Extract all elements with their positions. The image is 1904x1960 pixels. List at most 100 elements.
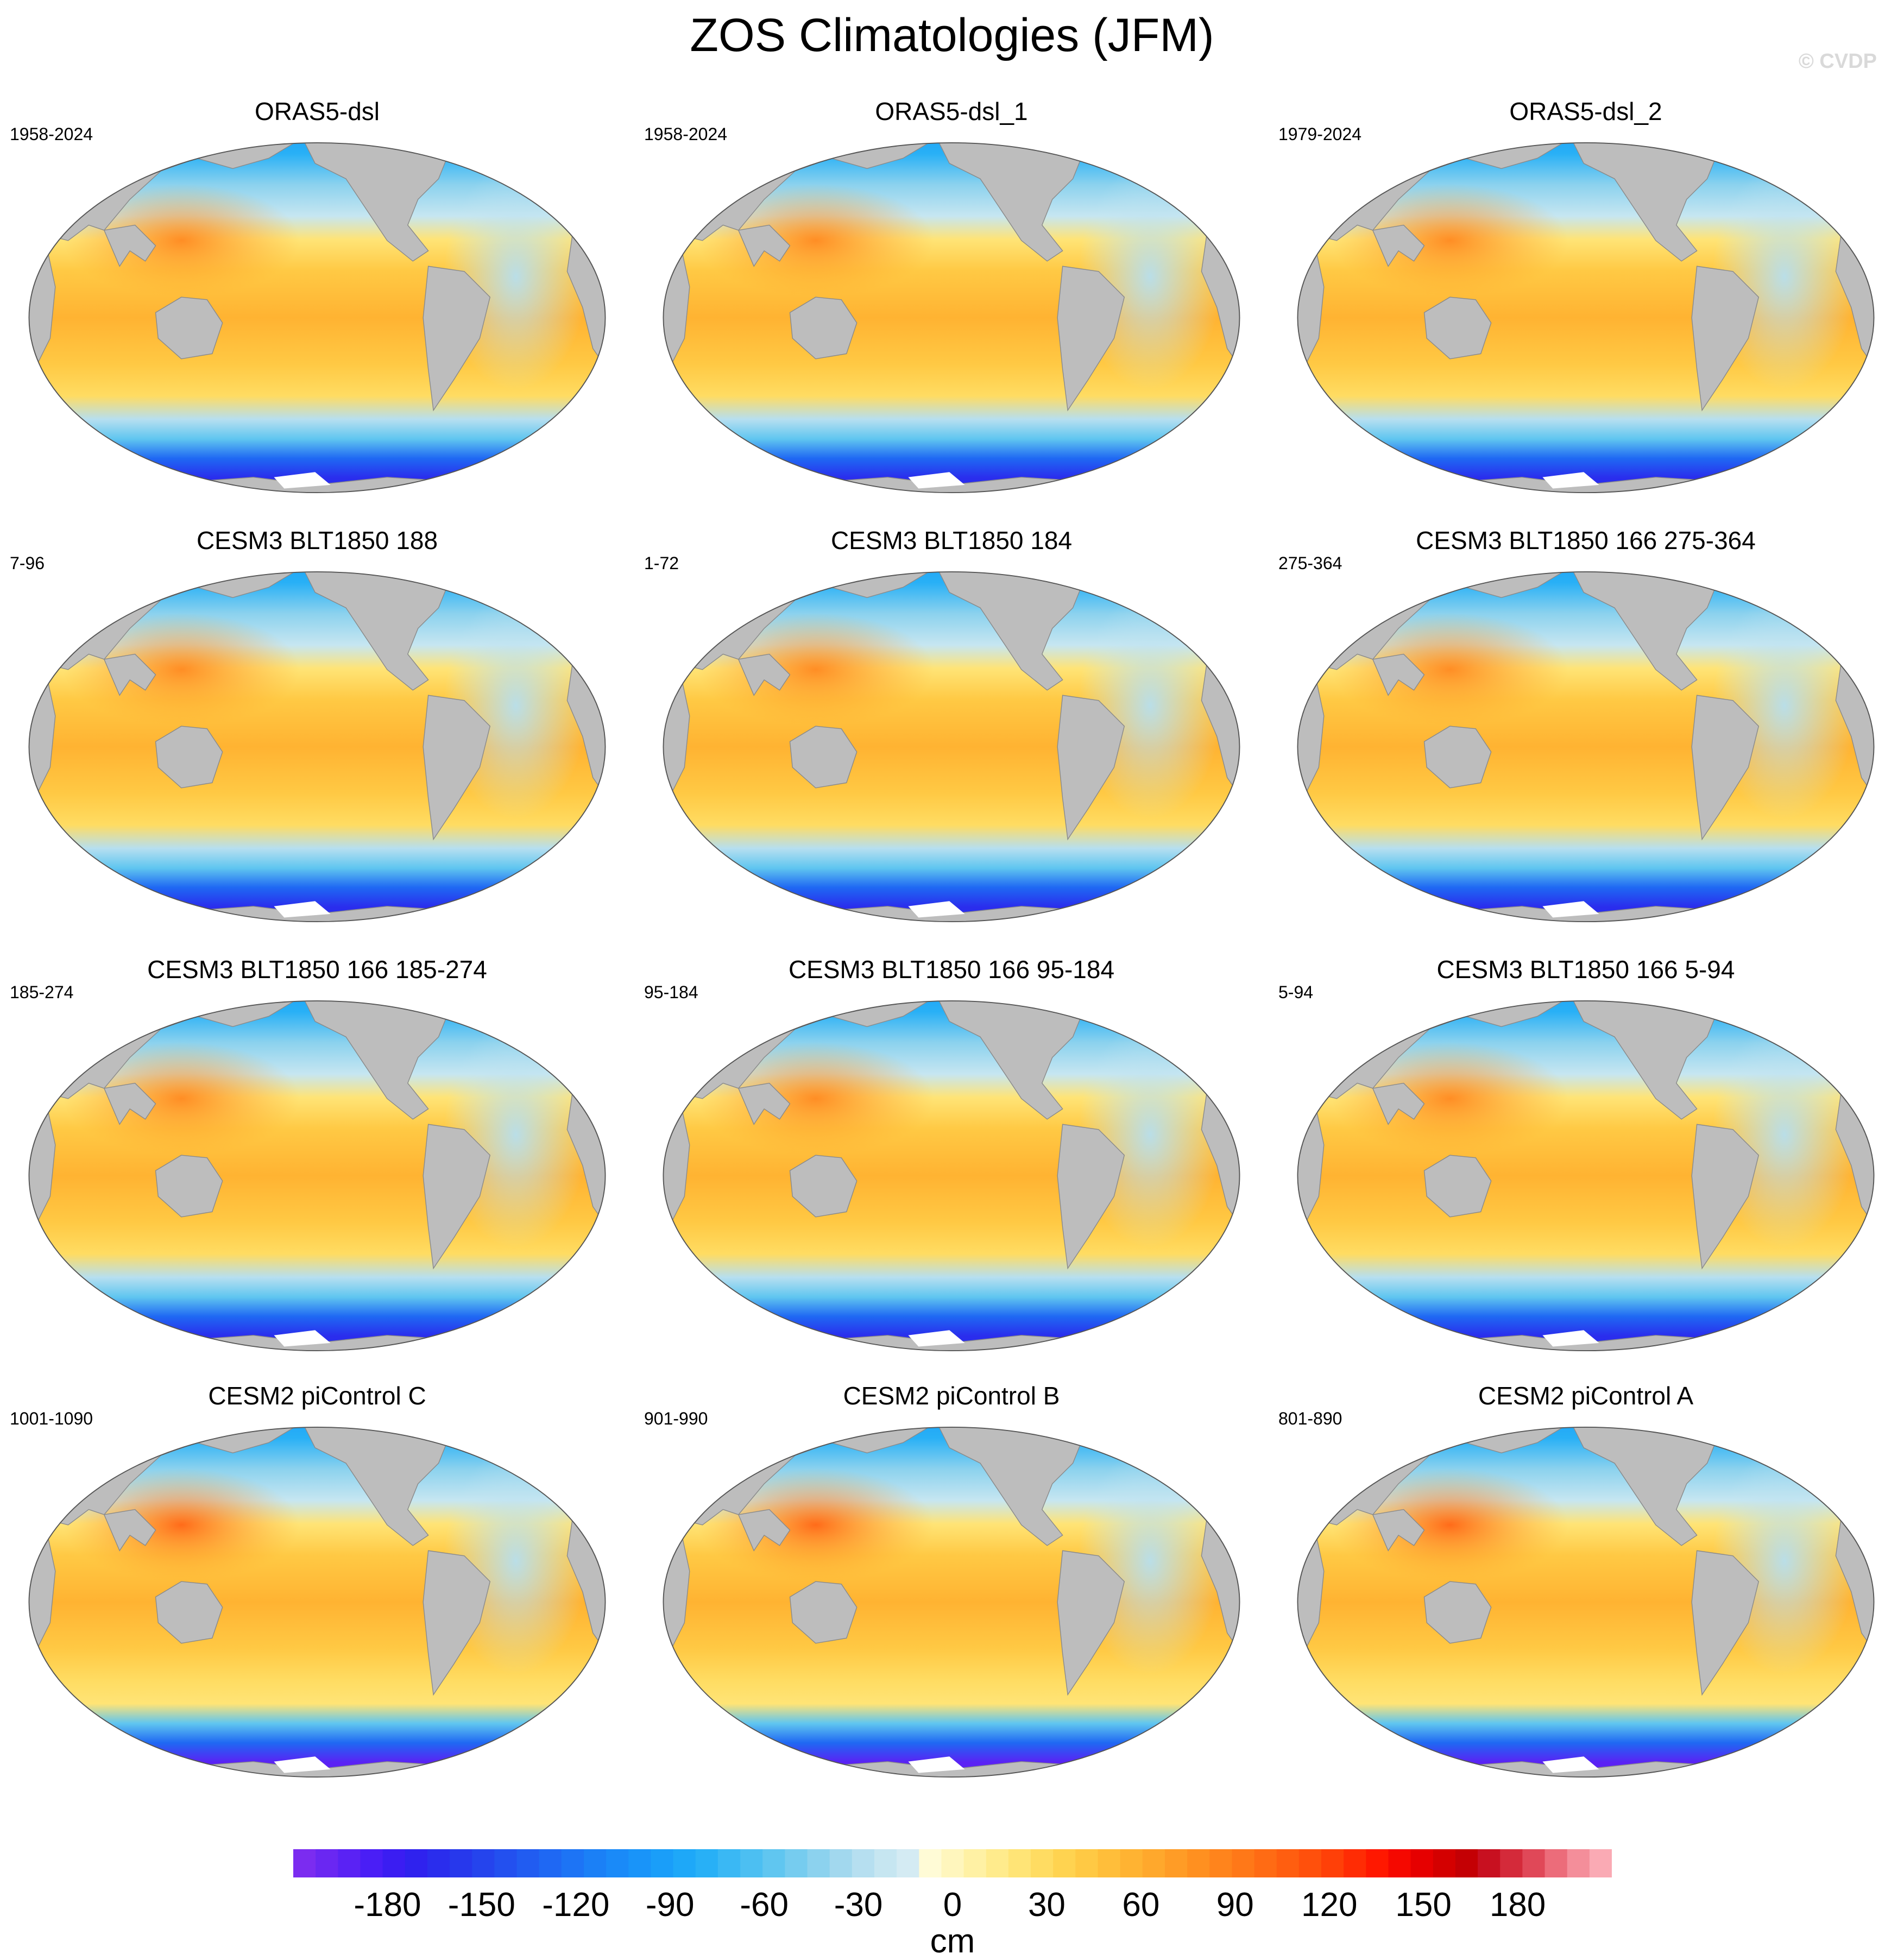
- colorbar-swatch: [897, 1849, 919, 1877]
- world-map: [28, 1000, 606, 1352]
- colorbar-swatch: [606, 1849, 629, 1877]
- colorbar-swatch: [807, 1849, 830, 1877]
- colorbar-legend: -180 -150 -120 -90 -60 -30 0 30 60 90 120 150 180 cm: [293, 1849, 1612, 1958]
- map-panel: ORAS5-dsl_1 1958-2024: [634, 95, 1269, 519]
- colorbar-swatch: [1187, 1849, 1210, 1877]
- colorbar-swatch: [1254, 1849, 1277, 1877]
- colorbar-swatch: [1567, 1849, 1590, 1877]
- colorbar-units-label: cm: [930, 1923, 975, 1960]
- colorbar-swatch: [494, 1849, 518, 1877]
- colorbar-swatch: [472, 1849, 495, 1877]
- map-panel: ORAS5-dsl_2 1979-2024: [1269, 95, 1903, 519]
- colorbar: [293, 1849, 1612, 1877]
- colorbar-swatch: [316, 1849, 338, 1877]
- colorbar-tick-label: -90: [645, 1886, 695, 1924]
- colorbar-swatch: [986, 1849, 1009, 1877]
- colorbar-tick-label: 30: [1027, 1886, 1066, 1924]
- panel-year-range: 95-184: [644, 982, 698, 1002]
- colorbar-swatch: [628, 1849, 652, 1877]
- colorbar-tick-label: -120: [542, 1886, 610, 1924]
- colorbar-swatch: [561, 1849, 584, 1877]
- colorbar-swatch: [1544, 1849, 1568, 1877]
- colorbar-swatch: [852, 1849, 875, 1877]
- colorbar-swatch: [360, 1849, 383, 1877]
- panel-title: CESM3 BLT1850 188: [196, 526, 438, 554]
- colorbar-swatch: [1388, 1849, 1411, 1877]
- panel-year-range: 1958-2024: [10, 124, 93, 144]
- map-panel: ORAS5-dsl 1958-2024: [0, 95, 634, 519]
- panel-year-range: 275-364: [1278, 553, 1342, 573]
- panel-year-range: 185-274: [10, 982, 74, 1002]
- colorbar-swatch: [651, 1849, 674, 1877]
- map-panel: CESM3 BLT1850 188 7-96: [0, 524, 634, 948]
- colorbar-tick-label: 0: [943, 1886, 962, 1924]
- panel-title: CESM2 piControl C: [208, 1382, 426, 1410]
- colorbar-swatch: [1142, 1849, 1165, 1877]
- world-map: [663, 1426, 1240, 1778]
- colorbar-swatch: [941, 1849, 964, 1877]
- map-panel: CESM3 BLT1850 166 5-94 5-94: [1269, 953, 1903, 1377]
- colorbar-tick-label: -60: [740, 1886, 789, 1924]
- panel-year-range: 1979-2024: [1278, 124, 1362, 144]
- colorbar-swatch: [1098, 1849, 1121, 1877]
- map-panel: CESM3 BLT1850 184 1-72: [634, 524, 1269, 948]
- colorbar-swatch: [1321, 1849, 1344, 1877]
- world-map: [28, 571, 606, 923]
- colorbar-swatch: [1522, 1849, 1546, 1877]
- colorbar-swatch: [405, 1849, 428, 1877]
- panel-title: CESM2 piControl B: [843, 1382, 1060, 1410]
- colorbar-swatch: [1410, 1849, 1434, 1877]
- colorbar-tick-label: 180: [1489, 1886, 1546, 1924]
- panel-title: CESM3 BLT1850 166 5-94: [1436, 955, 1735, 984]
- world-map: [28, 1426, 606, 1778]
- map-panel: CESM2 piControl B 901-990: [634, 1379, 1269, 1803]
- colorbar-swatch: [583, 1849, 607, 1877]
- panel-year-range: 5-94: [1278, 982, 1314, 1002]
- colorbar-swatch: [1031, 1849, 1054, 1877]
- colorbar-swatch: [717, 1849, 741, 1877]
- colorbar-tick-label: -180: [354, 1886, 421, 1924]
- panel-title: CESM3 BLT1850 184: [830, 526, 1073, 554]
- world-map: [1297, 142, 1875, 494]
- panel-title: ORAS5-dsl_1: [875, 97, 1028, 125]
- colorbar-swatch: [539, 1849, 562, 1877]
- map-panel: CESM3 BLT1850 166 95-184 95-184: [634, 953, 1269, 1377]
- colorbar-swatch: [740, 1849, 763, 1877]
- colorbar-swatch: [1008, 1849, 1031, 1877]
- world-map: [663, 571, 1240, 923]
- colorbar-tick-label: 120: [1301, 1886, 1358, 1924]
- colorbar-tick-label: 150: [1395, 1886, 1452, 1924]
- colorbar-swatch: [695, 1849, 718, 1877]
- colorbar-swatch: [673, 1849, 696, 1877]
- colorbar-swatch: [1120, 1849, 1143, 1877]
- map-panel: CESM2 piControl A 801-890: [1269, 1379, 1903, 1803]
- colorbar-swatch: [427, 1849, 450, 1877]
- cvdp-watermark: © CVDP: [1798, 50, 1877, 73]
- world-map: [1297, 571, 1875, 923]
- colorbar-swatch: [762, 1849, 785, 1877]
- colorbar-swatch: [1455, 1849, 1478, 1877]
- colorbar-swatch: [1209, 1849, 1232, 1877]
- colorbar-swatch: [293, 1849, 316, 1877]
- colorbar-tick-label: 90: [1216, 1886, 1254, 1924]
- world-map: [663, 1000, 1240, 1352]
- panel-title: CESM2 piControl A: [1478, 1382, 1694, 1410]
- colorbar-swatch: [516, 1849, 540, 1877]
- colorbar-tick-label: 60: [1122, 1886, 1160, 1924]
- colorbar-tick-label: -150: [447, 1886, 515, 1924]
- panel-year-range: 1001-1090: [10, 1409, 93, 1428]
- colorbar-swatch: [1232, 1849, 1255, 1877]
- colorbar-swatch: [382, 1849, 406, 1877]
- world-map: [1297, 1000, 1875, 1352]
- colorbar-tick-label: -30: [834, 1886, 883, 1924]
- colorbar-swatch: [1053, 1849, 1076, 1877]
- panel-year-range: 901-990: [644, 1409, 708, 1428]
- map-panel: CESM2 piControl C 1001-1090: [0, 1379, 634, 1803]
- colorbar-swatch: [1344, 1849, 1366, 1877]
- colorbar-swatch: [874, 1849, 897, 1877]
- colorbar-swatch: [1276, 1849, 1300, 1877]
- colorbar-swatch: [1500, 1849, 1523, 1877]
- colorbar-swatch: [1075, 1849, 1099, 1877]
- colorbar-swatch: [1433, 1849, 1456, 1877]
- panel-title: ORAS5-dsl: [254, 97, 380, 125]
